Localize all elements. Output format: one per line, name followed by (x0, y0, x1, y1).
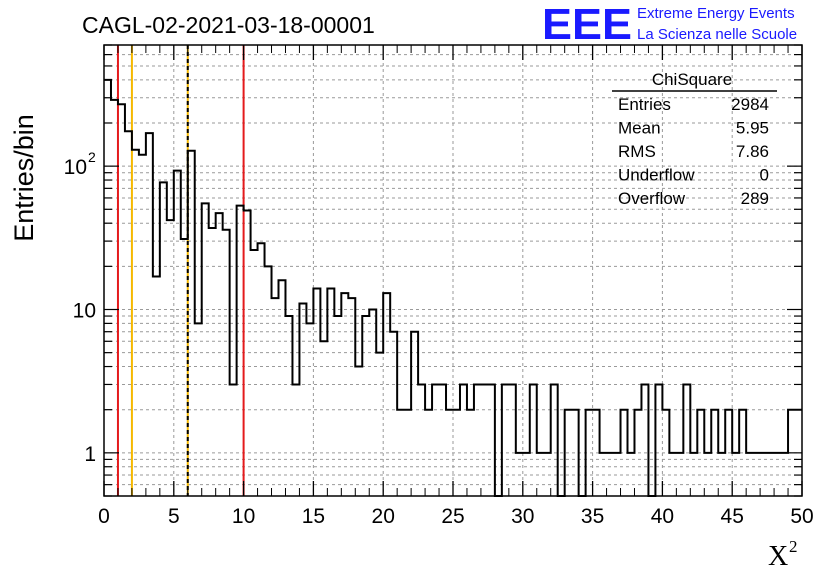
x-axis-label-main: X (768, 541, 788, 572)
x-tick-label: 10 (232, 505, 255, 528)
stats-row-label: Overflow (618, 189, 686, 208)
y-tick-label: 1 (84, 443, 96, 466)
y-tick-label-exponent: 2 (88, 149, 96, 165)
stats-row-label: Mean (618, 119, 661, 138)
axis-ticks (103, 44, 803, 497)
x-tick-label: 15 (302, 505, 325, 528)
y-axis-label: Entries/bin (9, 114, 39, 242)
logo-eee: EEE (542, 0, 632, 49)
stats-rows: Entries 2984 Mean 5.95 RMS 7.86 Underflow 0 Over… (618, 95, 769, 208)
stats-row-value: 7.86 (736, 142, 769, 161)
grid (104, 44, 802, 497)
x-axis-label: X 2 (768, 537, 798, 572)
x-tick-labels: 0 5 10 15 20 25 30 35 40 45 50 (98, 505, 814, 528)
stats-row-value: 0 (760, 166, 769, 185)
x-tick-label: 50 (790, 505, 813, 528)
y-tick-label: 10 (64, 156, 87, 179)
x-tick-label: 5 (168, 505, 180, 528)
stats-row-label: Entries (618, 95, 671, 114)
stats-row-value: 2984 (731, 95, 769, 114)
x-axis-label-superscript: 2 (789, 537, 798, 556)
x-tick-label: 45 (721, 505, 744, 528)
stats-row-label: Underflow (618, 166, 695, 185)
cut-lines (116, 45, 245, 496)
x-tick-label: 25 (441, 505, 464, 528)
stats-row-label: RMS (618, 142, 656, 161)
x-tick-label: 0 (98, 505, 110, 528)
logo-line-2: La Scienza nelle Scuole (637, 26, 797, 43)
x-tick-label: 20 (372, 505, 395, 528)
stats-row-value: 5.95 (736, 119, 769, 138)
y-tick-label: 10 (73, 299, 96, 322)
x-tick-label: 35 (581, 505, 604, 528)
x-tick-label: 30 (511, 505, 534, 528)
histogram-series (104, 78, 802, 497)
logo: EEE Extreme Energy Events La Scienza nel… (542, 0, 797, 49)
chart-title: CAGL-02-2021-03-18-00001 (82, 12, 375, 38)
stats-row-value: 289 (741, 189, 769, 208)
x-tick-label: 40 (651, 505, 674, 528)
stats-box: ChiSquare Entries 2984 Mean 5.95 RMS 7.86 Unde… (612, 70, 777, 208)
stats-title: ChiSquare (652, 70, 732, 89)
logo-line-1: Extreme Energy Events (637, 5, 795, 22)
